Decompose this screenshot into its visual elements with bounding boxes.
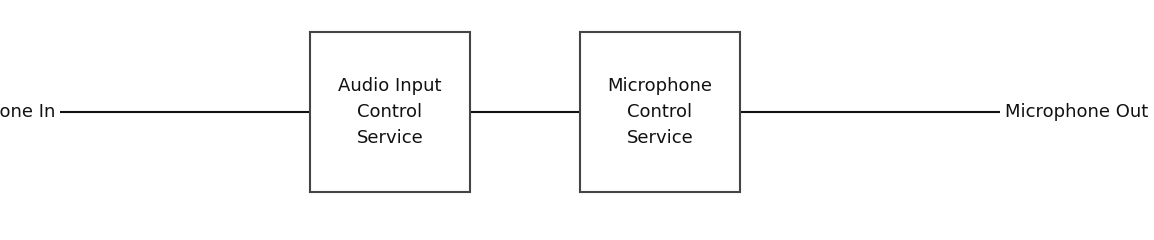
Bar	[580, 32, 740, 192]
Text: Microphone
Control
Service: Microphone Control Service	[607, 77, 712, 147]
Text: Audio Input
Control
Service: Audio Input Control Service	[338, 77, 442, 147]
Text: Microphone Out: Microphone Out	[1005, 103, 1148, 121]
Text: Microphone In: Microphone In	[0, 103, 55, 121]
Bar	[310, 32, 470, 192]
